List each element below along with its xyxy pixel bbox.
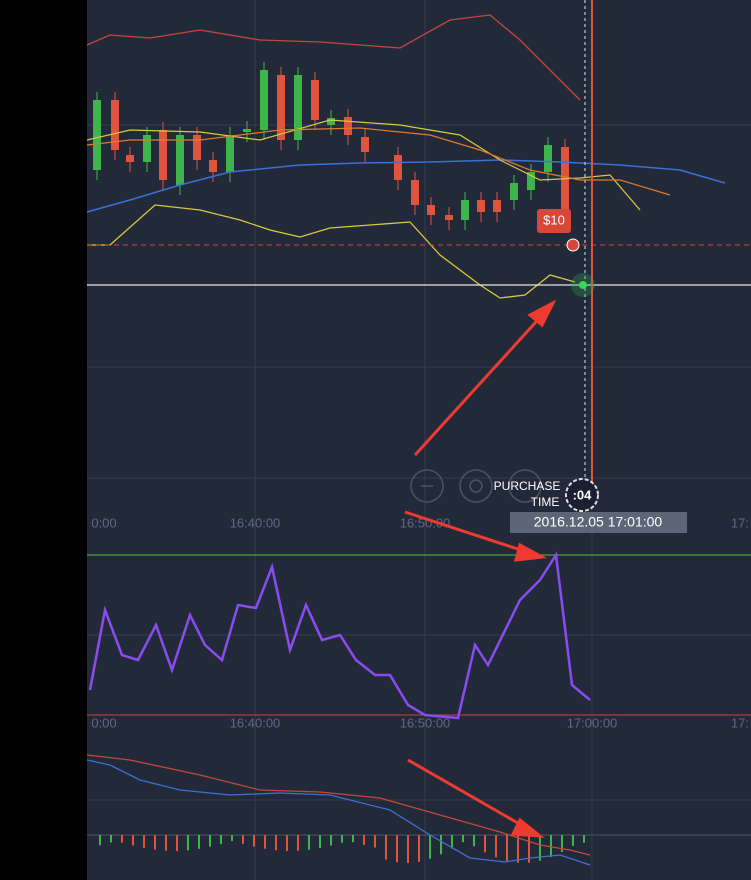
candles [93, 62, 569, 230]
purchase-label: PURCHASE [494, 479, 561, 493]
orange-line [86, 127, 671, 196]
candle [461, 200, 469, 220]
oscillator [88, 551, 591, 720]
candle [544, 145, 552, 172]
center-button[interactable] [459, 469, 493, 503]
candle [427, 205, 435, 215]
candle [327, 118, 335, 125]
candle [510, 183, 518, 200]
candle [277, 75, 285, 140]
time-label: 17:00:00 [567, 715, 618, 730]
time-label: 17: [731, 715, 749, 730]
yellow-band [87, 204, 576, 299]
candle [344, 117, 352, 135]
macd-line [86, 759, 591, 866]
candle [243, 129, 251, 132]
countdown-ring [565, 478, 599, 512]
candle [477, 200, 485, 212]
candle [209, 160, 217, 172]
time-label: 16:40:00 [230, 515, 281, 530]
left-strip [0, 0, 87, 880]
candle [294, 75, 302, 140]
zoom-in[interactable] [508, 469, 542, 503]
candle [311, 80, 319, 120]
candle [394, 155, 402, 180]
candle [527, 172, 535, 190]
candle [361, 137, 369, 152]
time-label: 0:00 [91, 515, 116, 530]
candle [493, 200, 501, 212]
candle [411, 180, 419, 205]
amount-badge [537, 209, 571, 233]
candle [111, 100, 119, 150]
candle [193, 135, 201, 160]
time-label: 0:00 [91, 715, 116, 730]
candle [260, 70, 268, 130]
candle [445, 215, 453, 220]
candle [226, 135, 234, 172]
candle [561, 147, 569, 215]
time-label: 16:50:00 [400, 515, 451, 530]
deal-marker[interactable] [566, 238, 580, 252]
candle [159, 130, 167, 180]
moving-average [86, 159, 726, 213]
purchase-label: TIME [531, 495, 560, 509]
time-label: 16:50:00 [400, 715, 451, 730]
candle [126, 155, 134, 162]
time-label: 16:40:00 [230, 715, 281, 730]
candle [176, 135, 184, 185]
zoom-controls [410, 469, 542, 503]
price-dot [579, 281, 587, 289]
countdown: :04 [573, 487, 593, 502]
timestamp: 2016.12.05 17:01:00 [534, 514, 663, 530]
time-label: 17: [731, 515, 749, 530]
macd-signal [86, 754, 591, 856]
yellow-band-2 [86, 119, 641, 211]
zoom-out[interactable] [410, 469, 444, 503]
upper-band [86, 14, 581, 101]
timestamp-box [510, 512, 687, 533]
candle [143, 135, 151, 162]
annotation-arrows [404, 299, 557, 838]
candle [93, 100, 101, 170]
trade-amount: $10 [543, 212, 565, 227]
